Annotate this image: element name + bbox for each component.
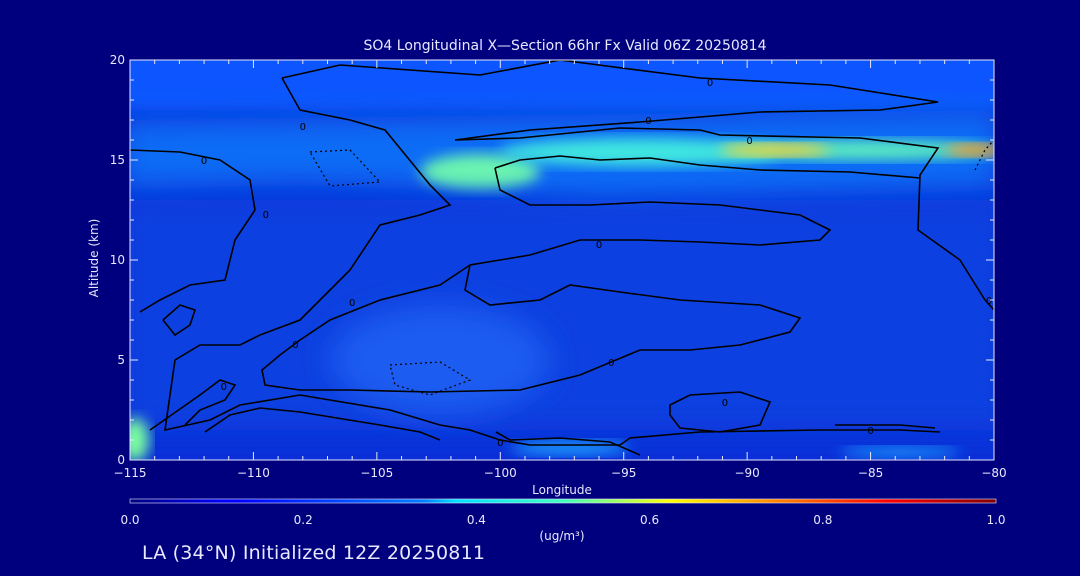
y-tick-label: 0 — [117, 453, 125, 467]
contour-value-label: 0 — [349, 298, 355, 309]
run-info-footer: LA (34°N) Initialized 12Z 20250811 — [142, 542, 486, 564]
contour-line — [261, 167, 832, 393]
x-tick-label: −95 — [611, 466, 636, 480]
contour-line — [164, 77, 941, 446]
colorbar-tick-label: 0.4 — [467, 513, 486, 527]
y-tick-label: 20 — [110, 53, 125, 67]
y-axis-label: Altitude (km) — [87, 219, 101, 298]
contour-value-label: 0 — [263, 210, 269, 221]
contour-value-label: 0 — [707, 78, 713, 89]
contour-value-label: 0 — [497, 438, 503, 449]
contour-line — [494, 155, 921, 179]
contour-line — [204, 407, 441, 441]
y-tick-label: 5 — [117, 353, 125, 367]
y-tick-label: 15 — [110, 153, 125, 167]
x-tick-label: −115 — [114, 466, 147, 480]
x-tick-label: −105 — [360, 466, 393, 480]
contour-value-label: 0 — [608, 358, 614, 369]
plot-area: 0 0 0 0 0 0 0 0 0 0 0 0 0 0 0 — [130, 60, 994, 460]
contour-value-label: 0 — [986, 296, 992, 307]
field-surface-east — [840, 447, 960, 457]
field-midlevel — [130, 200, 994, 430]
contour-value-label: 0 — [292, 340, 298, 351]
contour-value-label: 0 — [867, 426, 873, 437]
contour-value-label: 0 — [596, 240, 602, 251]
colorbar-ticks: 0.0 0.2 0.4 0.6 0.8 1.0 — [120, 513, 1005, 527]
contour-value-label: 0 — [645, 116, 651, 127]
contour-line — [669, 391, 772, 433]
x-axis: −115 −110 −105 −100 −95 −90 −85 −80 — [114, 60, 1007, 480]
field-plume-peak-edge — [945, 144, 994, 156]
contour-line — [495, 431, 641, 456]
contour-line — [162, 304, 197, 337]
field-plume-peak — [720, 144, 830, 156]
x-tick-label: −110 — [237, 466, 270, 480]
chart-title: SO4 Longitudinal X—Section 66hr Fx Valid… — [364, 38, 767, 54]
contour-lines — [130, 60, 994, 456]
colorbar-tick-label: 0.8 — [813, 513, 832, 527]
x-axis-label: Longitude — [532, 483, 592, 497]
dashed-contour-line — [389, 361, 472, 396]
x-tick-label: −85 — [858, 466, 883, 480]
field-mid-bulge — [330, 305, 550, 415]
colorbar-tick-label: 1.0 — [986, 513, 1005, 527]
x-tick-label: −90 — [734, 466, 759, 480]
contour-value-label: 0 — [300, 122, 306, 133]
contour-value-label: 0 — [746, 136, 752, 147]
contour-line — [130, 149, 256, 313]
contour-value-label: 0 — [722, 398, 728, 409]
dashed-contour-line — [308, 149, 382, 187]
colorbar: 0.0 0.2 0.4 0.6 0.8 1.0 (ug/m³) — [120, 498, 1006, 543]
colorbar-ramp — [129, 498, 997, 504]
dashed-contour-line — [974, 139, 994, 171]
x-tick-label: −100 — [484, 466, 517, 480]
colorbar-unit-label: (ug/m³) — [539, 529, 584, 543]
field-plume-core-mid — [500, 138, 780, 166]
contour-line — [835, 424, 936, 429]
dashed-contours — [308, 139, 994, 396]
colorbar-tick-label: 0.2 — [294, 513, 313, 527]
y-axis: 0 5 10 15 20 — [110, 53, 994, 467]
contour-labels: 0 0 0 0 0 0 0 0 0 0 0 0 0 0 0 — [201, 78, 992, 449]
contour-value-label: 0 — [221, 382, 227, 393]
field-top-band — [130, 60, 994, 110]
contour-line — [281, 60, 994, 311]
y-tick-label: 10 — [110, 253, 125, 267]
colorbar-tick-label: 0.0 — [120, 513, 139, 527]
colorbar-tick-label: 0.6 — [640, 513, 659, 527]
x-tick-label: −80 — [981, 466, 1006, 480]
field-surface-west — [130, 418, 149, 460]
contour-value-label: 0 — [201, 156, 207, 167]
contour-line — [149, 379, 237, 431]
